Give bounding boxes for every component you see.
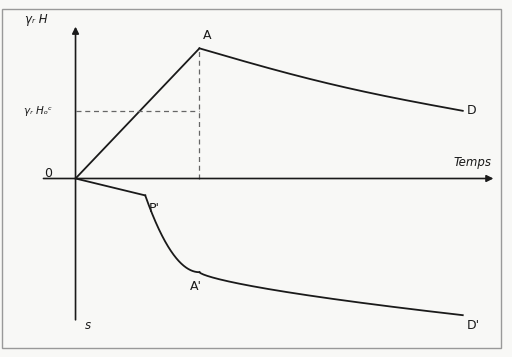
Text: P': P'	[149, 202, 160, 215]
Text: A': A'	[189, 280, 202, 293]
Text: 0: 0	[45, 167, 52, 180]
Text: Temps: Temps	[454, 156, 492, 169]
Text: γᵣ Hₒᶜ: γᵣ Hₒᶜ	[25, 106, 52, 116]
Text: A: A	[203, 29, 212, 42]
Text: s: s	[85, 319, 91, 332]
Text: D': D'	[466, 319, 480, 332]
Text: D: D	[466, 104, 476, 117]
Text: γᵣ H: γᵣ H	[25, 12, 48, 26]
